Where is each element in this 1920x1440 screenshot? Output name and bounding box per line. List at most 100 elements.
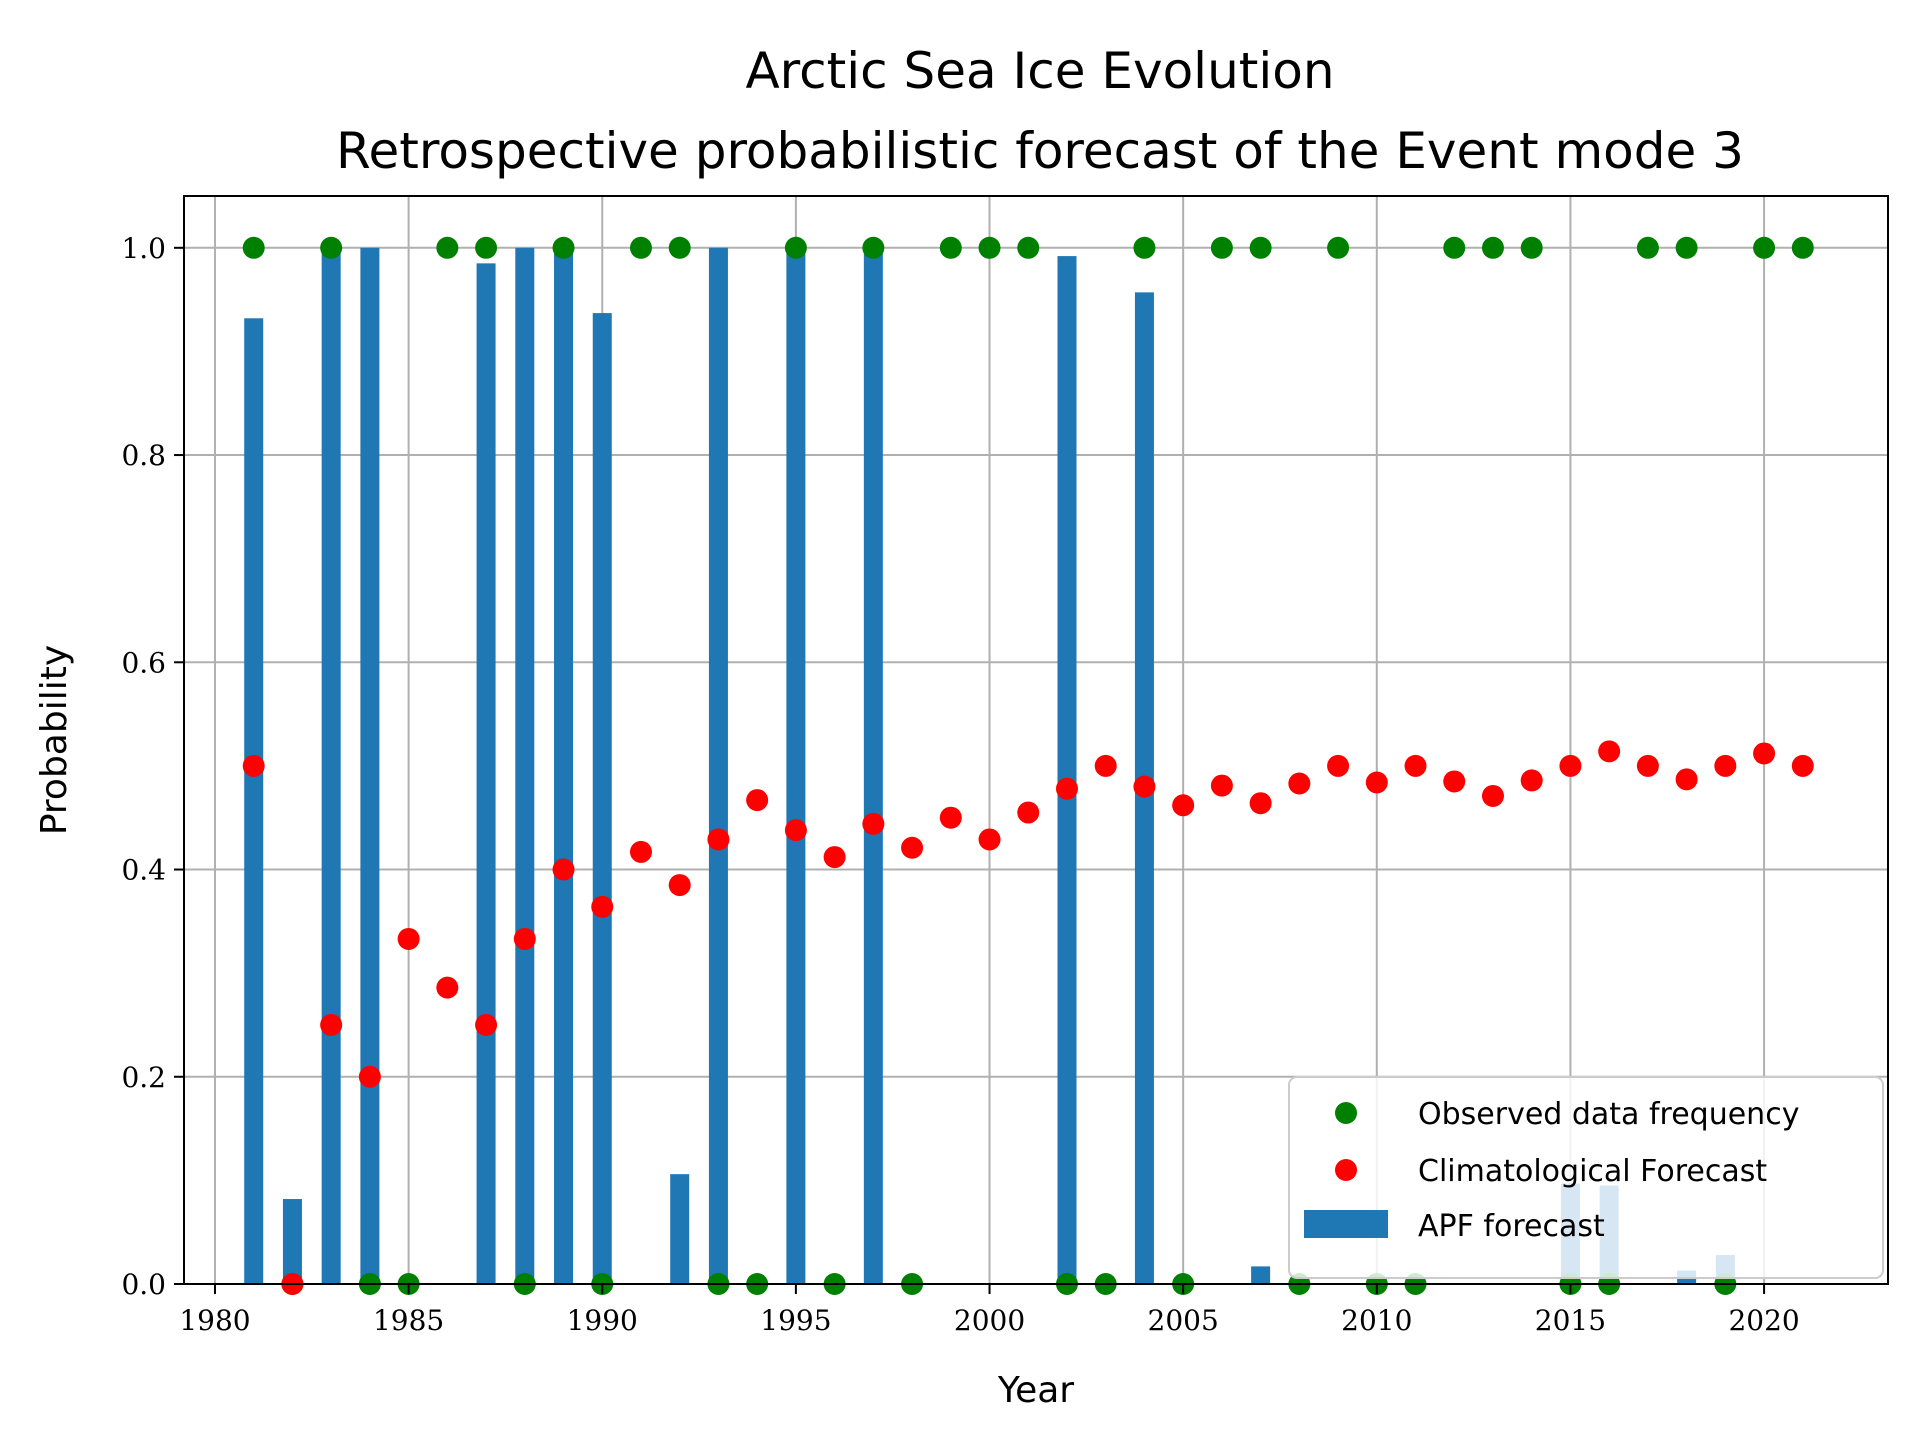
observed-point	[939, 236, 962, 259]
legend-marker-climatological	[1335, 1159, 1357, 1181]
observed-point	[475, 236, 498, 259]
climatological-point	[1017, 801, 1040, 824]
climatological-point	[552, 858, 575, 881]
climatological-point	[1443, 770, 1466, 793]
apf-bar	[282, 1199, 302, 1284]
climatological-point	[1559, 754, 1582, 777]
y-tick-label: 0.8	[121, 439, 166, 472]
apf-bar	[863, 247, 883, 1284]
climatological-point	[1210, 774, 1233, 797]
observed-point	[242, 236, 265, 259]
climatological-point	[939, 806, 962, 829]
climatological-point	[1404, 754, 1427, 777]
legend-marker-observed	[1335, 1102, 1357, 1124]
climatological-point	[901, 836, 924, 859]
climatological-point	[1675, 768, 1698, 791]
climatological-point	[629, 840, 652, 863]
climatological-point	[397, 927, 420, 950]
legend-label-observed: Observed data frequency	[1418, 1097, 1799, 1132]
chart-title-line2: Retrospective probabilistic forecast of …	[336, 122, 1744, 180]
climatological-point	[1172, 794, 1195, 817]
apf-bar	[515, 247, 535, 1284]
observed-point	[436, 236, 459, 259]
climatological-point	[1094, 754, 1117, 777]
observed-point	[1327, 236, 1350, 259]
observed-point	[320, 236, 343, 259]
climatological-point	[978, 828, 1001, 851]
chart-title-line1: Arctic Sea Ice Evolution	[745, 42, 1334, 100]
climatological-point	[784, 819, 807, 842]
apf-bar	[708, 247, 728, 1284]
climatological-point	[1288, 772, 1311, 795]
climatological-point	[1055, 777, 1078, 800]
apf-bar	[321, 247, 341, 1284]
observed-point	[1133, 236, 1156, 259]
observed-point	[1675, 236, 1698, 259]
observed-point	[668, 236, 691, 259]
x-tick-label: 2020	[1728, 1304, 1799, 1337]
climatological-point	[1714, 754, 1737, 777]
x-axis-ticks: 1980 1985 1990 1995 2000 2005 2010 2015 2020	[179, 1284, 1800, 1337]
x-tick-label: 1995	[760, 1304, 831, 1337]
climatological-point	[668, 874, 691, 897]
observed-point	[629, 236, 652, 259]
climatological-point	[591, 895, 614, 918]
y-axis-label: Probability	[34, 645, 75, 835]
apf-bar	[1057, 256, 1077, 1284]
observed-point	[1791, 236, 1814, 259]
x-tick-label: 1990	[567, 1304, 638, 1337]
x-tick-label: 2000	[954, 1304, 1025, 1337]
climatological-point	[436, 976, 459, 999]
climatological-point	[475, 1013, 498, 1036]
climatological-point	[320, 1013, 343, 1036]
climatological-point	[746, 789, 769, 812]
observed-point	[978, 236, 1001, 259]
legend-box	[1288, 1076, 1884, 1279]
climatological-point	[358, 1065, 381, 1088]
climatological-point	[1791, 754, 1814, 777]
apf-bar	[670, 1174, 690, 1284]
y-tick-label: 0.2	[121, 1061, 166, 1094]
climatological-point	[1753, 742, 1776, 765]
climatological-point	[1365, 771, 1388, 794]
apf-bar	[554, 247, 574, 1284]
y-tick-label: 0.4	[121, 854, 166, 887]
apf-bar	[786, 247, 806, 1284]
x-axis-label: Year	[997, 1370, 1074, 1411]
x-tick-label: 1980	[179, 1304, 250, 1337]
x-tick-label: 1985	[373, 1304, 444, 1337]
x-tick-label: 2015	[1535, 1304, 1606, 1337]
y-tick-label: 0.0	[121, 1268, 166, 1301]
apf-bar	[592, 313, 612, 1284]
observed-point	[1210, 236, 1233, 259]
y-tick-label: 0.6	[121, 646, 166, 679]
apf-bar	[244, 318, 264, 1284]
climatological-point	[1598, 740, 1621, 763]
climatological-point	[707, 828, 730, 851]
climatological-point	[823, 846, 846, 869]
climatological-point	[1133, 775, 1156, 798]
x-tick-label: 2005	[1148, 1304, 1219, 1337]
observed-point	[784, 236, 807, 259]
climatological-point	[1636, 754, 1659, 777]
climatological-point	[513, 927, 536, 950]
climatological-point	[862, 812, 885, 835]
legend-label-apf: APF forecast	[1418, 1209, 1605, 1244]
climatological-points	[242, 740, 1814, 1295]
y-tick-label: 1.0	[121, 232, 166, 265]
observed-point	[1249, 236, 1272, 259]
observed-point	[1520, 236, 1543, 259]
observed-point	[1443, 236, 1466, 259]
apf-bar	[476, 263, 496, 1284]
apf-bar	[1251, 1266, 1271, 1284]
x-tick-label: 2010	[1341, 1304, 1412, 1337]
y-axis-ticks: 0.0 0.2 0.4 0.6 0.8 1.0	[121, 232, 184, 1301]
legend-marker-apf	[1304, 1210, 1388, 1238]
observed-point	[862, 236, 885, 259]
climatological-point	[1520, 769, 1543, 792]
climatological-point	[1481, 784, 1504, 807]
plot-frame	[183, 195, 1889, 1285]
apf-bar	[360, 247, 380, 1284]
climatological-point	[1327, 754, 1350, 777]
observed-point	[1481, 236, 1504, 259]
